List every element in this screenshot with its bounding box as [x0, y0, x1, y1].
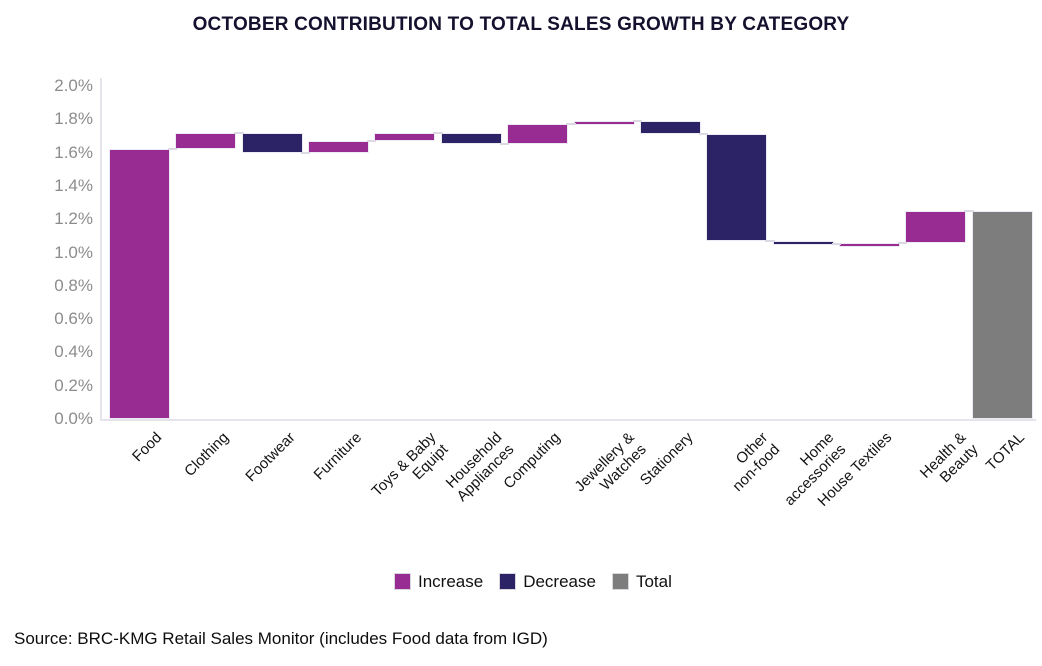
x-axis-label: Jewellery & Watches	[571, 429, 651, 496]
y-tick-label: 0.6%	[54, 309, 93, 329]
legend-label: Total	[635, 572, 672, 591]
legend-label: Increase	[418, 572, 484, 591]
legend-item-increase: Increase	[394, 572, 483, 591]
legend-swatch-increase	[394, 573, 411, 590]
legend-item-total: Total	[611, 572, 672, 591]
x-axis-label: Household Appliances	[442, 429, 518, 505]
waterfall-connector	[632, 119, 642, 122]
waterfall-connector	[367, 139, 377, 142]
y-tick-label: 0.4%	[54, 342, 93, 362]
bar-furniture	[308, 140, 370, 153]
waterfall-connector	[168, 148, 178, 151]
y-tick-label: 0.2%	[54, 375, 93, 395]
y-tick-label: 1.0%	[54, 242, 93, 262]
y-tick-label: 1.2%	[54, 209, 93, 229]
bar-health-beauty	[905, 210, 967, 243]
bar-home-accessories	[772, 240, 834, 245]
y-tick-label: 2.0%	[54, 76, 93, 95]
waterfall-connector	[698, 133, 709, 136]
bar-jewellery-watches	[573, 120, 635, 125]
y-tick-label: 1.4%	[54, 175, 93, 195]
waterfall-connector	[433, 131, 443, 134]
bar-other-non-food	[706, 134, 768, 241]
x-axis-label: Stationery	[636, 429, 697, 489]
waterfall-connector	[765, 239, 775, 242]
chart-legend: Increase Decrease Total	[394, 572, 672, 591]
waterfall-connector	[897, 241, 908, 244]
bar-computing	[507, 124, 569, 145]
waterfall-connector	[234, 131, 244, 134]
y-tick-label: 0.0%	[54, 409, 93, 428]
waterfall-connector	[831, 243, 841, 246]
x-axis-label: Toys & Baby Equipt	[367, 429, 451, 500]
legend-label: Decrease	[523, 572, 596, 591]
bar-total	[971, 210, 1033, 419]
chart-title: OCTOBER CONTRIBUTION TO TOTAL SALES GROW…	[192, 14, 850, 35]
source-note: Source: BRC-KMG Retail Sales Monitor (in…	[14, 629, 548, 648]
bar-house-textiles	[838, 242, 900, 247]
x-axis-label: Furniture	[310, 429, 365, 484]
x-axis-label: TOTAL	[982, 429, 1029, 475]
x-axis-label: Clothing	[180, 429, 232, 480]
x-axis-line	[100, 419, 1036, 421]
bar-household-appliances	[440, 132, 502, 145]
bar-toys-baby-equipt	[374, 132, 436, 141]
y-tick-label: 1.8%	[54, 109, 93, 129]
y-axis-line	[100, 78, 102, 421]
x-axis-label: Health & Beauty	[917, 429, 982, 487]
x-axis-label: Footwear	[242, 429, 299, 486]
bar-food	[109, 149, 170, 419]
waterfall-connector	[499, 143, 510, 146]
bar-stationery	[639, 120, 701, 135]
y-tick-label: 1.6%	[54, 142, 93, 162]
waterfall-connector	[300, 151, 311, 154]
x-axis-label: Computing	[500, 429, 564, 493]
legend-swatch-decrease	[499, 573, 517, 590]
y-tick-label: 0.8%	[54, 275, 93, 295]
bar-footwear	[241, 132, 303, 153]
legend-item-decrease: Decrease	[499, 572, 596, 591]
waterfall-connector	[964, 209, 974, 212]
bar-clothing	[175, 132, 237, 150]
x-axis-label: Food	[129, 429, 166, 466]
legend-swatch-total	[611, 573, 629, 590]
waterfall-connector	[566, 123, 576, 126]
